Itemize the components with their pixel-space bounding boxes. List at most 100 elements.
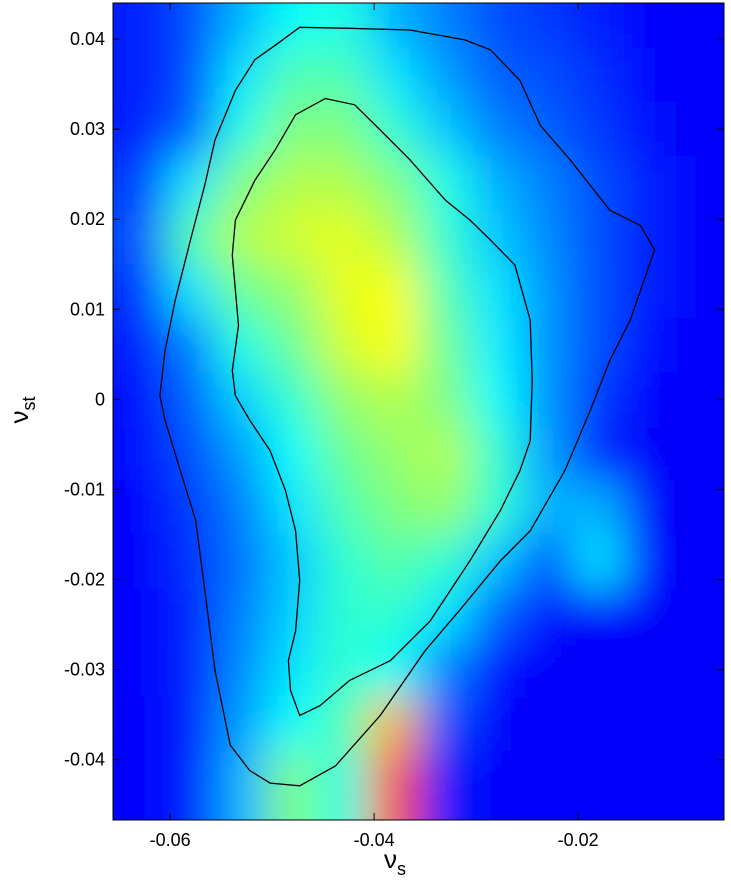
heat-cell	[318, 372, 370, 427]
heat-cell	[369, 102, 421, 157]
heat-cell	[216, 750, 268, 820]
heat-cell	[675, 480, 724, 535]
heat-cell	[165, 534, 217, 590]
heat-cell	[267, 318, 319, 373]
heat-cell	[573, 156, 625, 211]
heat-cell	[624, 318, 676, 373]
heat-cell	[318, 102, 370, 157]
heat-cell	[165, 480, 217, 535]
heat-cell	[675, 534, 724, 590]
heat-cell	[624, 642, 676, 698]
heat-cell	[675, 426, 724, 481]
heat-cell	[522, 480, 574, 535]
heat-cell	[369, 264, 421, 319]
heat-cell	[573, 480, 625, 535]
heat-cell	[471, 750, 523, 820]
heat-cell	[624, 750, 676, 820]
heat-cell	[369, 534, 421, 590]
heat-cell	[318, 642, 370, 698]
heat-cell	[573, 696, 625, 752]
heat-cell	[675, 264, 724, 319]
heat-cell	[113, 588, 166, 644]
heat-cell	[216, 156, 268, 211]
heat-cell	[216, 102, 268, 157]
heat-cell	[267, 426, 319, 481]
heat-cell	[420, 426, 472, 481]
heat-cell	[675, 48, 724, 103]
heat-cell	[522, 210, 574, 265]
heat-cell	[675, 318, 724, 373]
heat-cell	[420, 696, 472, 752]
heat-cell	[216, 372, 268, 427]
heat-cell	[522, 264, 574, 319]
heat-cell	[573, 264, 625, 319]
heat-cell	[573, 372, 625, 427]
heat-cell	[318, 3, 370, 49]
heat-cell	[165, 3, 217, 49]
heat-cell	[113, 480, 166, 535]
axes-box	[112, 2, 725, 821]
heat-cell	[113, 534, 166, 590]
heat-cell	[573, 3, 625, 49]
heat-cell	[420, 102, 472, 157]
heat-cell	[369, 750, 421, 820]
heat-cell	[165, 588, 217, 644]
y-axis-label: νst	[4, 396, 39, 423]
heat-cell	[318, 318, 370, 373]
y-tick-label: -0.03	[64, 660, 105, 680]
heat-cell	[420, 3, 472, 49]
heat-cell	[267, 102, 319, 157]
heat-cell	[420, 264, 472, 319]
heat-cell	[624, 372, 676, 427]
y-label-subscript: st	[19, 396, 39, 410]
heat-cell	[113, 696, 166, 752]
heat-cell	[216, 3, 268, 49]
heat-cell	[471, 210, 523, 265]
heat-cell	[318, 210, 370, 265]
heat-cell	[573, 48, 625, 103]
heat-cell	[471, 102, 523, 157]
x-tick-label: -0.06	[150, 830, 191, 850]
heat-cell	[573, 588, 625, 644]
heat-cell	[624, 3, 676, 49]
heat-cell	[624, 696, 676, 752]
x-tick-label: -0.04	[354, 830, 395, 850]
heat-cell	[113, 372, 166, 427]
heat-cell	[420, 750, 472, 820]
heat-cell	[420, 480, 472, 535]
heat-cell	[624, 264, 676, 319]
y-tick-label: 0.01	[70, 299, 105, 319]
heat-cell	[165, 102, 217, 157]
heat-cell	[113, 210, 166, 265]
heat-cell	[267, 750, 319, 820]
heat-cell	[471, 588, 523, 644]
heat-cell	[471, 318, 523, 373]
heat-cell	[624, 480, 676, 535]
heat-cell	[216, 642, 268, 698]
y-tick-label: 0	[95, 389, 105, 409]
heat-cell	[267, 48, 319, 103]
heat-cell	[113, 426, 166, 481]
heat-cell	[318, 426, 370, 481]
heat-cell	[471, 426, 523, 481]
heat-cell	[471, 156, 523, 211]
heat-cell	[420, 48, 472, 103]
heat-cell	[267, 696, 319, 752]
heat-cell	[113, 750, 166, 820]
heat-cell	[522, 102, 574, 157]
y-tick-label: 0.02	[70, 209, 105, 229]
heat-cell	[522, 48, 574, 103]
heat-cell	[471, 696, 523, 752]
heat-cell	[624, 534, 676, 590]
heat-cell	[165, 642, 217, 698]
heat-cell	[216, 210, 268, 265]
x-label-subscript: s	[397, 859, 406, 879]
heat-cell	[267, 3, 319, 49]
heat-cell	[522, 372, 574, 427]
y-tick-label: 0.03	[70, 119, 105, 139]
heat-cell	[216, 264, 268, 319]
heat-cell	[624, 156, 676, 211]
y-label-base: ν	[4, 411, 34, 424]
contours	[159, 26, 656, 787]
heat-cell	[113, 642, 166, 698]
